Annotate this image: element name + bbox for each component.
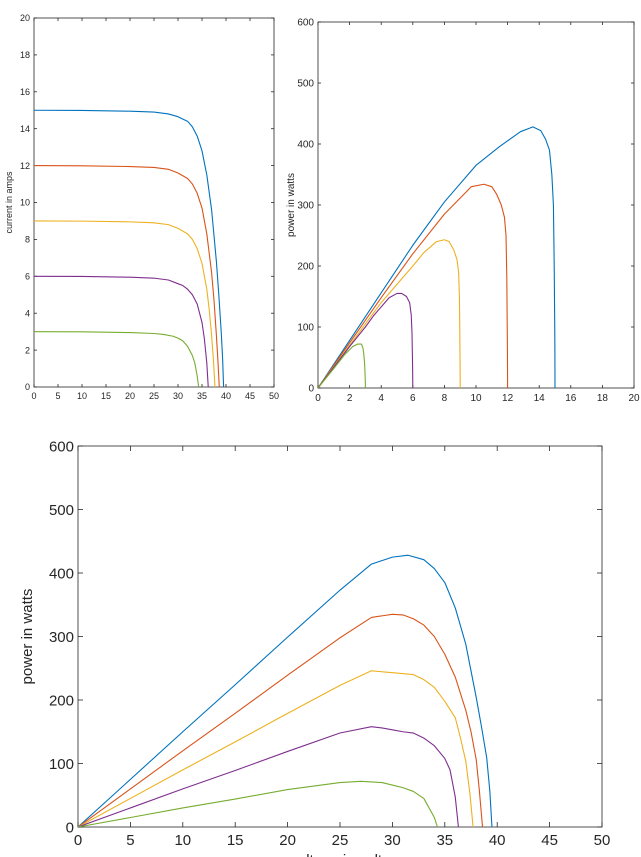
iv-y-tick-label: 12 [20, 161, 30, 171]
pi-x-tick-label: 10 [470, 393, 482, 404]
pi-y-axis-label: power in watts [286, 173, 297, 237]
iv-x-tick-label: 20 [125, 391, 135, 401]
pi-chart-panel: 024681012141618200100200300400500600curr… [286, 0, 641, 405]
pi-x-tick-label: 12 [502, 393, 514, 404]
iv-y-axis-label: current in amps [4, 171, 14, 234]
iv-x-tick-label: 25 [149, 391, 159, 401]
iv-chart: 0 5 10 15 20 25 30 35 40 45 50 0 2 4 6 8 10 12 14 16 18 20 vol… [4, 13, 279, 404]
pi-plot-area [317, 21, 635, 389]
iv-x-tick-label: 50 [269, 391, 279, 401]
pi-x-tick-label: 6 [410, 393, 416, 404]
pv-series-line-2 [78, 613, 484, 827]
iv-x-axis-label: voltage in volts [124, 403, 184, 404]
pv-series-line-3 [78, 670, 474, 827]
pv-series-line-1 [78, 554, 493, 827]
pi-y-tick-label: 500 [297, 79, 314, 90]
pv-x-tick-label: 45 [541, 832, 558, 849]
iv-y-tick-label: 6 [25, 271, 30, 281]
pi-x-tick-label: 16 [565, 393, 577, 404]
pv-x-tick-label: 5 [126, 832, 134, 849]
pi-series-line-3 [318, 239, 461, 388]
iv-x-tick-label: 45 [245, 391, 255, 401]
pi-series-line-2 [318, 183, 509, 388]
iv-y-tick-label: 2 [25, 345, 30, 355]
pi-x-tick-label: 18 [597, 393, 609, 404]
iv-y-tick-label: 16 [20, 87, 30, 97]
iv-x-tick-label: 15 [101, 391, 111, 401]
pi-x-tick-label: 8 [442, 393, 448, 404]
pi-series-line-5 [318, 343, 366, 388]
pv-y-tick-label: 200 [49, 692, 74, 709]
pi-y-tick-label: 300 [297, 201, 314, 212]
iv-x-tick-label: 35 [197, 391, 207, 401]
iv-x-tick-label: 0 [31, 391, 36, 401]
iv-series-line-3 [34, 220, 216, 387]
pv-x-tick-label: 20 [279, 832, 296, 849]
iv-x-tick-label: 10 [77, 391, 87, 401]
pi-y-tick-label: 100 [297, 323, 314, 334]
pi-x-tick-label: 0 [315, 393, 321, 404]
pv-y-tick-label: 300 [49, 629, 74, 646]
pi-series-line-1 [318, 126, 556, 388]
iv-series-line-1 [34, 109, 225, 387]
pi-x-tick-label: 2 [347, 393, 353, 404]
iv-x-tick-label: 5 [55, 391, 60, 401]
pv-y-tick-label: 0 [66, 819, 74, 836]
iv-y-tick-label: 14 [20, 124, 30, 134]
pv-x-tick-label: 40 [489, 832, 506, 849]
iv-y-tick-label: 20 [20, 13, 30, 23]
pv-y-tick-label: 600 [49, 438, 74, 455]
pv-x-tick-label: 30 [384, 832, 401, 849]
pv-x-tick-label: 50 [594, 832, 611, 849]
pv-x-tick-label: 10 [174, 832, 191, 849]
pv-y-tick-label: 500 [49, 502, 74, 519]
pv-series-line-4 [78, 726, 459, 827]
iv-series-line-4 [34, 275, 209, 387]
pi-y-tick-label: 0 [308, 384, 314, 395]
iv-series-line-2 [34, 165, 220, 387]
iv-y-tick-label: 4 [25, 308, 30, 318]
iv-x-tick-label: 40 [221, 391, 231, 401]
pi-series-line-4 [318, 292, 414, 388]
iv-plot-area [33, 17, 275, 388]
iv-y-tick-label: 8 [25, 235, 30, 245]
pv-chart-panel: 051015202530354045500100200300400500600v… [0, 404, 641, 857]
pv-x-tick-label: 15 [227, 832, 244, 849]
iv-y-tick-label: 18 [20, 50, 30, 60]
pv-chart: 051015202530354045500100200300400500600v… [19, 438, 611, 857]
pv-y-axis-label: power in watts [19, 589, 36, 685]
pv-x-axis-label: voltage in volts [290, 852, 389, 857]
pv-x-tick-label: 25 [332, 832, 349, 849]
pv-x-tick-label: 0 [74, 832, 82, 849]
pi-x-tick-label: 20 [628, 393, 640, 404]
pi-x-tick-label: 4 [378, 393, 384, 404]
pi-chart: 024681012141618200100200300400500600curr… [286, 18, 640, 405]
iv-y-tick-label: 0 [25, 382, 30, 392]
iv-chart-panel: 0 5 10 15 20 25 30 35 40 45 50 0 2 4 6 8 10 12 14 16 18 20 vol… [0, 0, 286, 404]
pv-series-line-5 [78, 780, 438, 827]
iv-series-line-5 [34, 331, 200, 387]
pv-x-tick-label: 35 [436, 832, 453, 849]
pi-y-tick-label: 400 [297, 140, 314, 151]
pi-y-tick-label: 200 [297, 262, 314, 273]
pi-y-tick-label: 600 [297, 18, 314, 29]
pv-y-tick-label: 100 [49, 756, 74, 773]
iv-y-tick-label: 10 [20, 198, 30, 208]
pi-x-tick-label: 14 [534, 393, 546, 404]
pv-y-tick-label: 400 [49, 565, 74, 582]
iv-x-tick-label: 30 [173, 391, 183, 401]
